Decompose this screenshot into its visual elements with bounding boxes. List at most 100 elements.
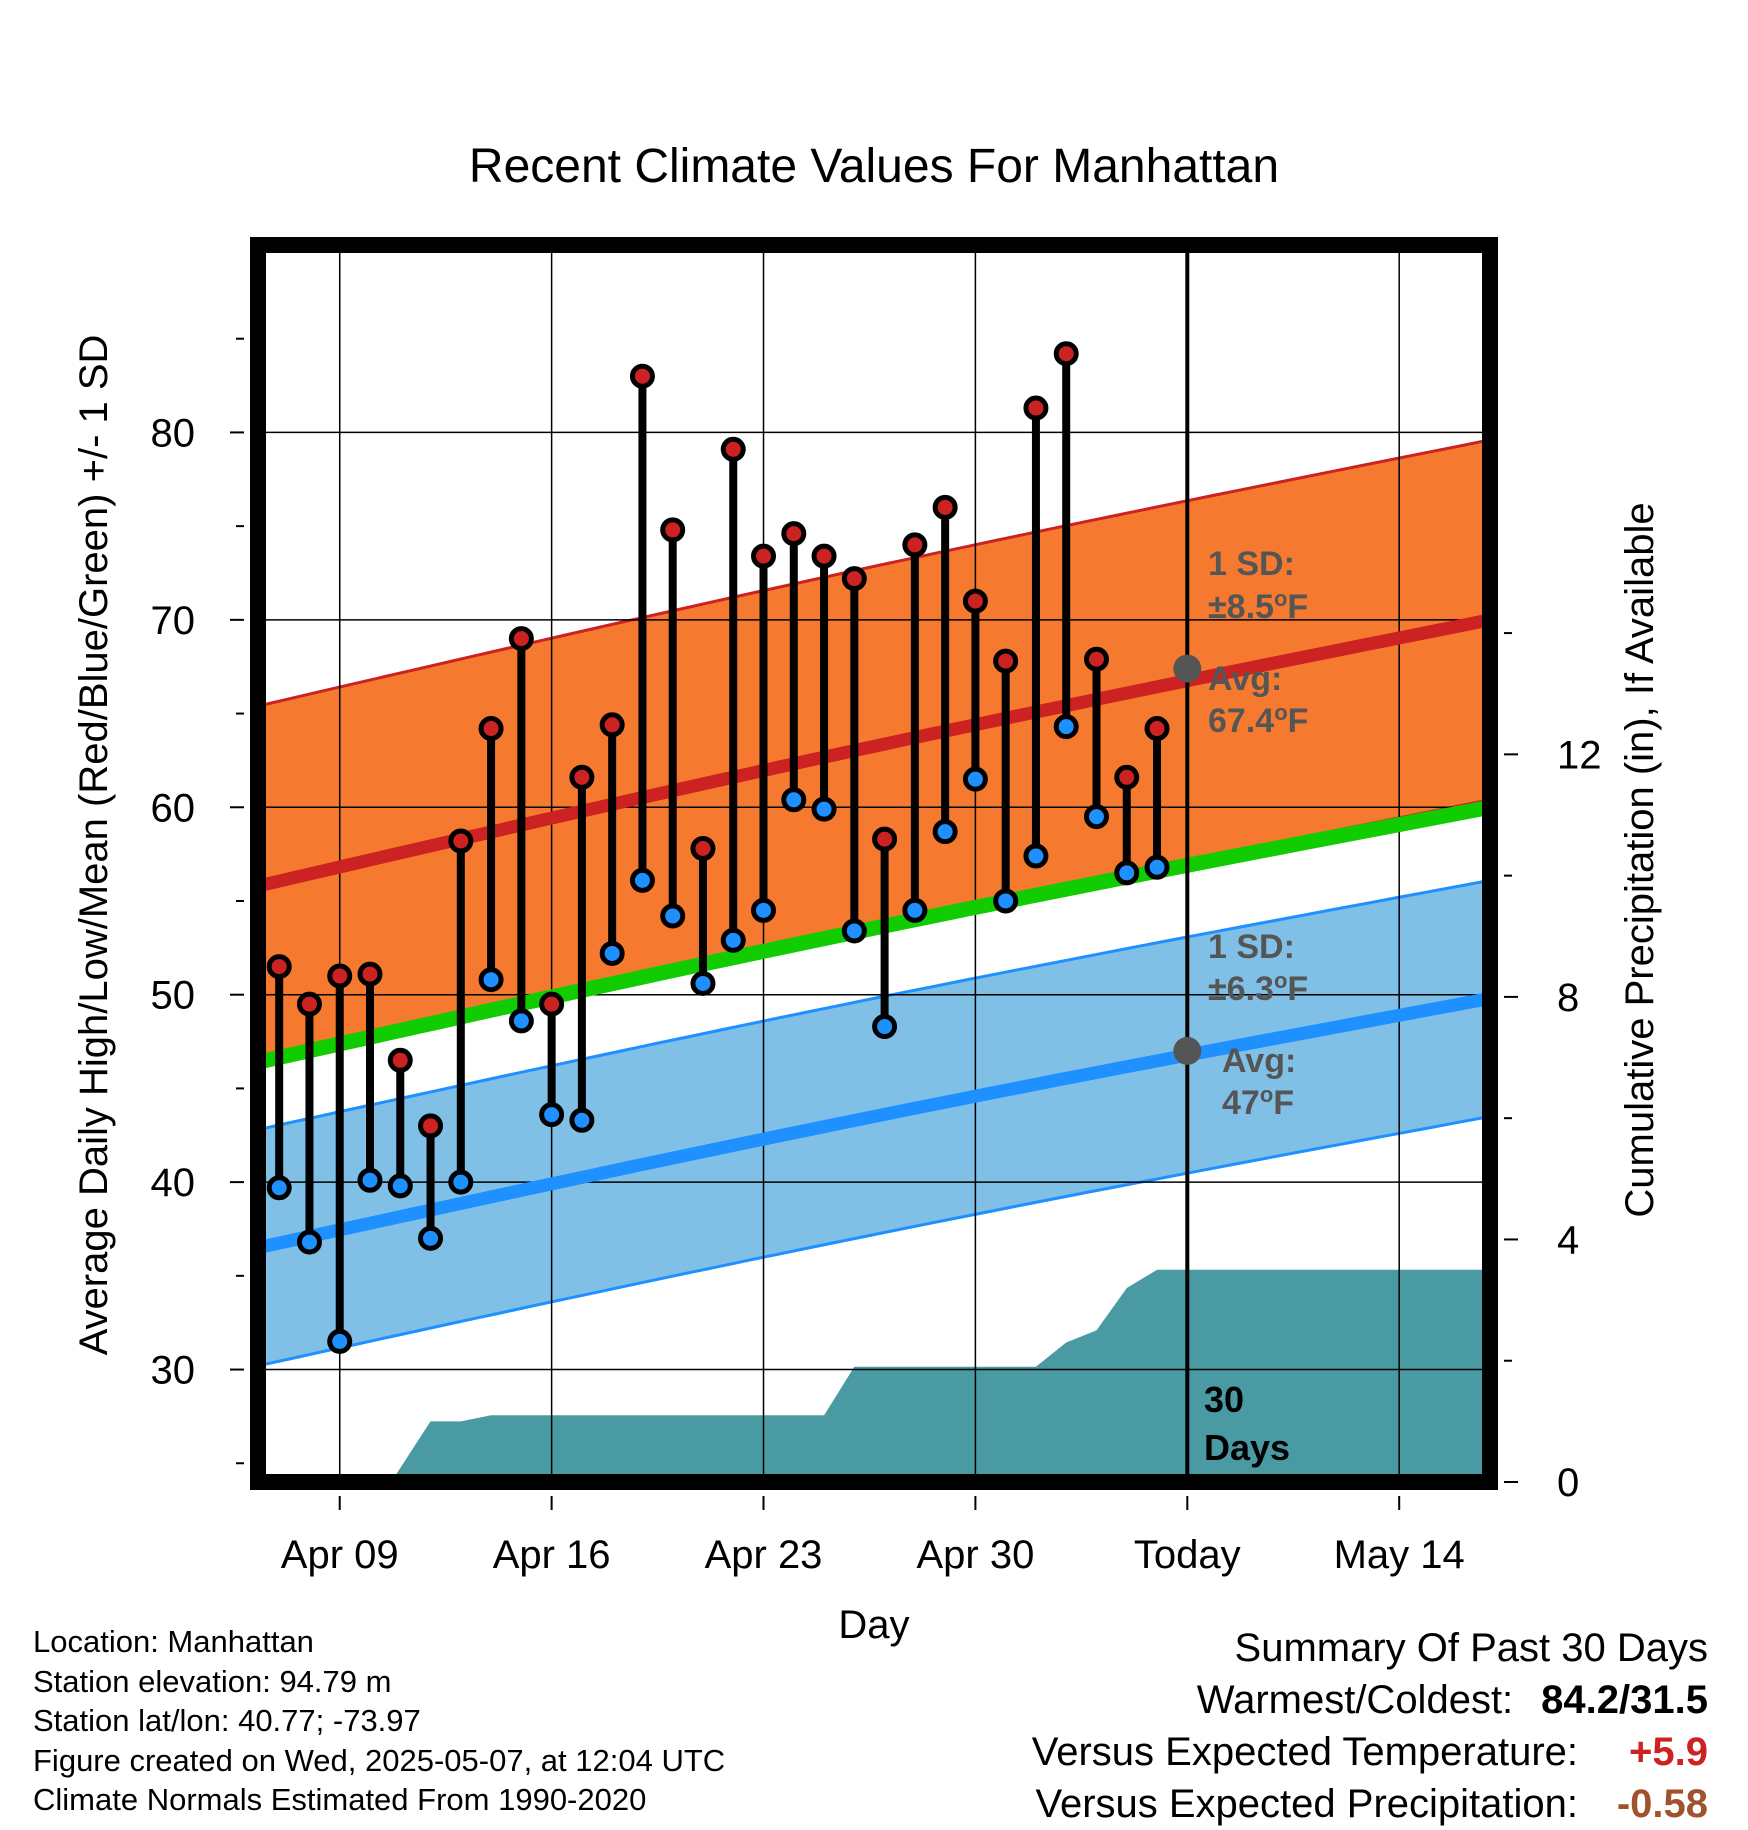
y-tick-label-left: 80 xyxy=(151,411,196,455)
days-label-line2: Days xyxy=(1204,1427,1290,1468)
today-avg-high-marker xyxy=(1173,654,1202,683)
low-point xyxy=(1144,854,1170,880)
high-point xyxy=(266,954,292,980)
low-point xyxy=(539,1102,565,1128)
low-point xyxy=(1083,804,1109,830)
location-text: Location: Manhattan xyxy=(33,1624,314,1659)
low-point xyxy=(296,1229,322,1255)
low-point xyxy=(993,888,1019,914)
high-point xyxy=(387,1047,413,1073)
high-point xyxy=(629,363,655,389)
y-tick-label-left: 40 xyxy=(151,1161,196,1205)
high-point xyxy=(962,588,988,614)
y-axis-label-right: Cumulative Precipitation (in), If Availa… xyxy=(1618,502,1662,1217)
high-point xyxy=(1023,395,1049,421)
y-tick-label-right: 0 xyxy=(1557,1461,1579,1505)
high-avg-label: Avg: xyxy=(1208,660,1282,698)
x-tick-label: Apr 09 xyxy=(281,1533,399,1577)
low-sd-lower-edge xyxy=(258,1115,1490,1368)
x-tick-label: May 14 xyxy=(1334,1533,1465,1577)
low-point xyxy=(1053,714,1079,740)
expected-temp-value: +5.9 xyxy=(1629,1730,1708,1774)
low-point xyxy=(660,903,686,929)
low-avg-label: Avg: xyxy=(1222,1042,1296,1080)
high-point xyxy=(720,436,746,462)
expected-precip-row: Versus Expected Precipitation: -0.58 xyxy=(1032,1778,1708,1830)
low-point xyxy=(1114,860,1140,886)
expected-precip-value: -0.58 xyxy=(1616,1782,1708,1826)
low-point xyxy=(781,787,807,813)
low-point xyxy=(357,1167,383,1193)
high-sd-label: 1 SD: xyxy=(1208,545,1295,583)
high-point xyxy=(1144,716,1170,742)
low-point xyxy=(569,1107,595,1133)
chart-title: Recent Climate Values For Manhattan xyxy=(469,140,1279,193)
created-text: Figure created on Wed, 2025-05-07, at 12… xyxy=(33,1742,726,1778)
warmest-coldest-label: Warmest/Coldest: xyxy=(1196,1678,1514,1722)
low-point xyxy=(902,897,928,923)
precip-area xyxy=(258,1269,1490,1482)
high-avg-value: 67.4oF xyxy=(1208,700,1308,740)
low-point xyxy=(599,940,625,966)
low-point xyxy=(629,867,655,893)
summary-panel: Summary Of Past 30 Days Warmest/Coldest:… xyxy=(1032,1622,1708,1830)
high-point xyxy=(569,764,595,790)
high-sd-value: ±8.5oF xyxy=(1208,586,1308,626)
x-tick-label: Today xyxy=(1134,1533,1241,1577)
days-label-line1: 30 xyxy=(1204,1379,1244,1420)
high-point xyxy=(690,836,716,862)
low-point xyxy=(508,1008,534,1034)
high-point xyxy=(508,626,534,652)
y-tick-label-left: 50 xyxy=(151,974,196,1018)
x-tick-label: Apr 16 xyxy=(493,1533,611,1577)
high-point xyxy=(902,532,928,558)
low-point xyxy=(478,967,504,993)
expected-temp-label: Versus Expected Temperature: xyxy=(1031,1730,1578,1774)
y-tick-label-left: 30 xyxy=(151,1349,196,1393)
low-point xyxy=(266,1175,292,1201)
high-point xyxy=(993,648,1019,674)
high-point xyxy=(1114,764,1140,790)
high-point xyxy=(539,991,565,1017)
y-tick-label-left: 70 xyxy=(151,599,196,643)
elevation-text: Station elevation: 94.79 m xyxy=(33,1663,392,1699)
x-tick-label: Apr 23 xyxy=(705,1533,823,1577)
expected-temp-row: Versus Expected Temperature: +5.9 xyxy=(1032,1726,1708,1778)
high-point xyxy=(1083,646,1109,672)
high-point xyxy=(448,828,474,854)
high-point xyxy=(599,712,625,738)
low-point xyxy=(811,796,837,822)
low-point xyxy=(841,918,867,944)
latlon-text: Station lat/lon: 40.77; -73.97 xyxy=(33,1703,421,1738)
high-point xyxy=(418,1113,444,1139)
high-point xyxy=(781,521,807,547)
plot-frame xyxy=(250,237,1498,1490)
low-point xyxy=(720,927,746,953)
expected-precip-label: Versus Expected Precipitation: xyxy=(1035,1782,1578,1826)
low-point xyxy=(962,766,988,792)
high-point xyxy=(751,543,777,569)
station-info: Location: Manhattan Station elevation: 9… xyxy=(33,1622,725,1820)
x-axis-label: Day xyxy=(838,1603,909,1647)
high-point xyxy=(841,566,867,592)
normals-text: Climate Normals Estimated From 1990-2020 xyxy=(33,1782,647,1817)
low-point xyxy=(418,1225,444,1251)
low-point xyxy=(1023,843,1049,869)
today-avg-low-marker xyxy=(1173,1036,1202,1065)
y-tick-label-left: 60 xyxy=(151,786,196,830)
high-point xyxy=(327,963,353,989)
high-point xyxy=(872,826,898,852)
high-point xyxy=(811,543,837,569)
warmest-coldest-value: 84.2/31.5 xyxy=(1541,1678,1708,1722)
low-sd-value: ±6.3oF xyxy=(1208,968,1308,1008)
avg-low-line xyxy=(258,992,1490,1255)
low-sd-label: 1 SD: xyxy=(1208,928,1295,966)
x-tick-label: Apr 30 xyxy=(916,1533,1034,1577)
high-point xyxy=(1053,341,1079,367)
y-tick-label-right: 12 xyxy=(1557,733,1602,777)
low-point xyxy=(387,1173,413,1199)
high-point xyxy=(932,494,958,520)
